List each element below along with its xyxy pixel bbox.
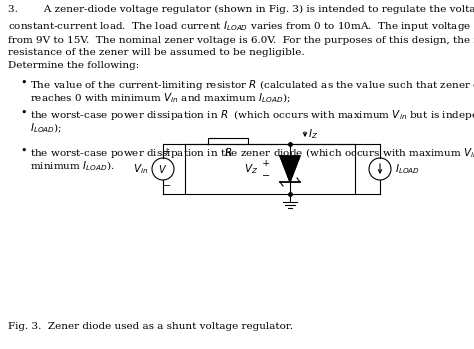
Text: The value of the current-limiting resistor $R$ (calculated as the value such tha: The value of the current-limiting resist… xyxy=(30,78,474,92)
Text: +: + xyxy=(163,148,171,156)
Text: $I_{LOAD}$: $I_{LOAD}$ xyxy=(395,162,420,176)
Text: $V$: $V$ xyxy=(158,163,168,175)
Text: Determine the following:: Determine the following: xyxy=(8,61,139,70)
Text: •: • xyxy=(20,146,27,156)
Text: the worst-case power dissipation in the zener diode (which occurs with maximum $: the worst-case power dissipation in the … xyxy=(30,146,474,160)
Polygon shape xyxy=(280,156,300,182)
Text: +: + xyxy=(262,159,270,169)
Text: minimum $I_{LOAD}$).: minimum $I_{LOAD}$). xyxy=(30,159,115,173)
Text: 3.        A zener-diode voltage regulator (shown in Fig. 3) is intended to regul: 3. A zener-diode voltage regulator (show… xyxy=(8,5,474,57)
Text: $I_{LOAD}$);: $I_{LOAD}$); xyxy=(30,121,62,135)
Text: −: − xyxy=(262,172,270,181)
Text: −: − xyxy=(163,181,171,191)
Text: $R$: $R$ xyxy=(224,146,232,158)
Text: $I_Z$: $I_Z$ xyxy=(308,128,318,141)
Text: $V_{in}$: $V_{in}$ xyxy=(133,162,148,176)
Bar xyxy=(185,144,355,194)
Text: Fig. 3.  Zener diode used as a shunt voltage regulator.: Fig. 3. Zener diode used as a shunt volt… xyxy=(8,322,293,331)
Text: reaches 0 with minimum $V_{in}$ and maximum $I_{LOAD}$);: reaches 0 with minimum $V_{in}$ and maxi… xyxy=(30,91,291,105)
Text: •: • xyxy=(20,78,27,88)
Text: •: • xyxy=(20,108,27,118)
Text: $V_Z$: $V_Z$ xyxy=(244,162,258,176)
Text: the worst-case power dissipation in $R$  (which occurs with maximum $V_{in}$ but: the worst-case power dissipation in $R$ … xyxy=(30,108,474,122)
